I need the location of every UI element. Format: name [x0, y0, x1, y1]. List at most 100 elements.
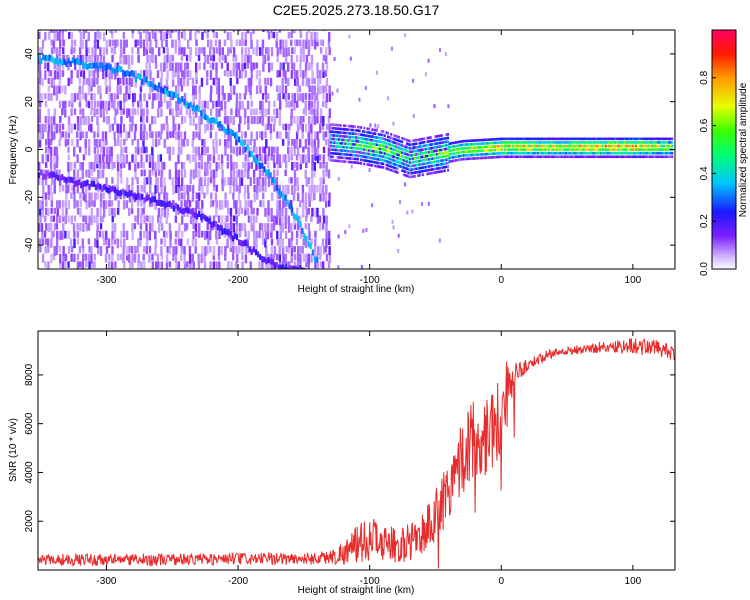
tone-cell: [567, 137, 570, 141]
noise-cell: [47, 184, 50, 195]
tone-cell: [511, 151, 514, 155]
noise-cell: [168, 261, 172, 268]
tone-cell: [382, 144, 385, 148]
noise-cell: [149, 47, 152, 54]
tone-cell: [669, 155, 672, 159]
noise-cell: [67, 161, 70, 172]
noise-cell: [301, 77, 305, 87]
tone-cell: [364, 130, 367, 134]
tone-cell: [526, 155, 529, 159]
noise-cell: [47, 123, 51, 133]
tone-cell: [412, 153, 415, 157]
noise-cell: [218, 230, 221, 240]
tone-cell: [464, 143, 467, 146]
tone-cell: [398, 153, 401, 157]
noise-cell: [295, 238, 299, 246]
tone-cell: [432, 149, 435, 153]
tone-cell: [541, 148, 544, 151]
tone-cell: [440, 152, 443, 155]
noise-cell: [117, 100, 120, 108]
noise-cell: [267, 200, 270, 209]
noise-cell: [240, 223, 244, 232]
tone-cell: [437, 149, 440, 152]
tone-cell: [402, 144, 405, 148]
noise-cell: [290, 116, 293, 126]
tone-cell: [442, 162, 445, 166]
arc-cell-1: [206, 115, 209, 122]
noise-cell: [325, 230, 328, 240]
tone-cell: [423, 169, 426, 173]
tone-cell: [642, 137, 645, 141]
noise-cell: [156, 93, 160, 101]
noise-cell: [349, 56, 352, 61]
noise-cell: [157, 100, 161, 109]
tone-cell: [344, 160, 347, 163]
noise-cell: [214, 131, 218, 141]
noise-cell: [301, 131, 304, 139]
tone-cell: [445, 158, 448, 162]
arc-cell-1: [56, 60, 60, 67]
spectrogram-x-tick-label: -300: [96, 275, 116, 286]
noise-cell: [207, 154, 210, 164]
noise-cell: [374, 123, 377, 128]
tone-cell: [429, 168, 432, 172]
noise-cell: [99, 108, 102, 118]
noise-cell: [157, 223, 161, 233]
arc-cell-1: [46, 55, 49, 62]
noise-cell: [145, 30, 149, 34]
noise-cell: [267, 261, 270, 269]
arc-cell-1: [113, 68, 117, 75]
tone-cell: [409, 157, 412, 161]
tone-cell: [382, 148, 385, 151]
tone-cell: [592, 151, 595, 155]
noise-cell: [139, 93, 142, 102]
noise-cell: [53, 123, 56, 131]
tone-cell: [443, 144, 446, 147]
arc-cell-1: [225, 128, 228, 135]
noise-cell: [319, 177, 322, 186]
noise-cell: [240, 70, 244, 79]
tone-cell: [413, 167, 416, 171]
tone-cell: [437, 152, 440, 156]
noise-cell: [38, 138, 42, 148]
arc-cell-1: [303, 233, 306, 240]
noise-cell: [134, 77, 137, 88]
tone-cell: [576, 144, 579, 148]
noise-cell: [143, 123, 146, 132]
tone-cell: [496, 155, 499, 159]
noise-cell: [296, 77, 300, 87]
noise-cell: [287, 146, 290, 155]
noise-cell: [217, 253, 221, 261]
noise-cell: [53, 108, 57, 117]
tone-cell: [532, 155, 535, 159]
noise-cell: [319, 47, 323, 54]
noise-cell: [278, 100, 282, 110]
tone-cell: [563, 151, 566, 155]
arc-cell-2: [67, 176, 70, 183]
tone-cell: [399, 165, 402, 168]
tone-cell: [518, 137, 521, 141]
noise-cell: [93, 253, 96, 261]
snr-x-tick-label: -300: [96, 576, 116, 587]
noise-cell: [249, 108, 253, 116]
noise-cell: [146, 39, 149, 50]
tone-cell: [432, 157, 435, 160]
tone-cell: [529, 144, 532, 148]
noise-cell: [235, 207, 238, 215]
noise-cell: [96, 131, 100, 138]
noise-cell: [221, 169, 224, 179]
noise-cell: [117, 138, 120, 146]
noise-cell: [53, 47, 56, 54]
noise-cell: [240, 177, 244, 186]
noise-cell: [299, 246, 302, 254]
noise-cell: [230, 169, 233, 178]
noise-cell: [41, 177, 44, 186]
tone-cell: [543, 137, 546, 141]
tone-cell: [608, 144, 611, 148]
tone-cell: [431, 161, 434, 164]
arc-cell-2: [54, 173, 58, 180]
noise-cell: [111, 230, 114, 240]
tone-cell: [353, 154, 356, 157]
noise-cell: [41, 39, 45, 49]
tone-cell: [584, 144, 587, 148]
